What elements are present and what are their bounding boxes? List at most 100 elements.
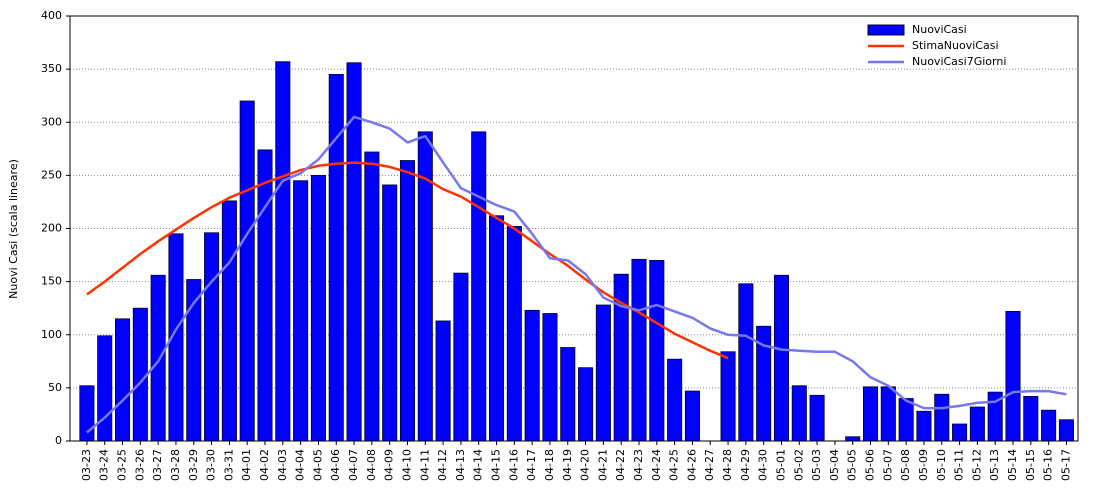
x-tick-label: 04-11 [418,449,431,481]
y-tick-label: 250 [41,168,62,181]
bar [328,74,344,442]
x-tick-label: 04-20 [579,449,592,481]
bar [916,410,932,442]
bar [471,131,487,442]
bar [382,184,398,442]
bar [649,259,665,442]
x-tick-label: 05-16 [1042,449,1055,481]
x-tick-label: 04-14 [472,449,485,481]
x-tick-label: 03-26 [133,449,146,481]
x-tick-label: 03-27 [151,449,164,481]
line [86,161,729,360]
bar [595,304,611,442]
bar [1041,409,1057,442]
bar [667,358,683,442]
bar [453,272,469,442]
legend-label: NuoviCasi7Giorni [912,55,1006,68]
bar [506,225,522,442]
plot-frame [69,15,1079,442]
x-tick-label: 04-26 [685,449,698,481]
bar [399,160,416,442]
x-tick-label: 03-31 [222,449,235,481]
y-tick-label: 300 [41,115,62,128]
x-tick-label: 04-27 [703,449,716,481]
bar [845,436,861,442]
x-tick-label: 04-15 [490,449,503,481]
y-tick-label: 100 [41,328,62,341]
x-tick-label: 04-17 [525,449,538,481]
x-tick-label: 03-29 [187,449,200,481]
bar [524,309,540,442]
x-tick-label: 05-11 [953,449,966,481]
legend-label: NuoviCasi [912,23,967,36]
bar [310,174,326,442]
x-tick-label: 04-09 [383,449,396,481]
x-tick-label: 04-28 [721,449,734,481]
legend-swatch [867,24,905,36]
bar [542,313,558,442]
bar [684,390,700,442]
x-tick-label: 05-05 [846,449,859,481]
x-tick-label: 03-25 [116,449,129,481]
x-tick-label: 04-12 [436,449,449,481]
x-tick-label: 03-28 [169,449,182,481]
x-tick-label: 05-03 [810,449,823,481]
x-tick-label: 04-21 [596,449,609,481]
bar [97,335,113,442]
x-tick-label: 05-07 [881,449,894,481]
bar [809,394,825,442]
bar [934,393,950,442]
bar [364,151,380,442]
x-tick-label: 04-10 [400,449,413,481]
bar [738,283,754,442]
x-tick-label: 04-06 [329,449,342,481]
x-tick-label: 03-30 [205,449,218,481]
bar [560,347,576,442]
legend-label: StimaNuoviCasi [912,39,999,52]
bar [862,386,879,442]
x-tick-label: 05-04 [828,449,841,481]
x-tick-label: 04-24 [650,449,663,481]
x-tick-label: 04-13 [454,449,467,481]
bar [275,61,291,442]
bar [221,200,237,442]
bar [435,320,451,442]
x-tick-label: 05-10 [935,449,948,481]
bar [1058,419,1074,442]
y-tick-label: 150 [41,275,62,288]
bar [257,149,273,442]
bar [720,351,736,442]
x-tick-label: 05-17 [1059,449,1072,481]
bar [115,318,131,442]
x-tick-label: 04-29 [739,449,752,481]
bar [79,385,95,442]
bar [952,423,968,442]
x-tick-label: 04-02 [258,449,271,481]
bar [791,385,807,442]
x-tick-label: 04-25 [668,449,681,481]
y-tick-label: 200 [41,222,62,235]
x-tick-label: 03-23 [80,449,93,481]
x-tick-label: 05-13 [988,449,1001,481]
x-tick-label: 04-23 [632,449,645,481]
y-axis-label: Nuovi Casi (scala lineare) [7,159,20,299]
x-tick-label: 05-08 [899,449,912,481]
bar [204,232,220,442]
x-tick-label: 04-05 [311,449,324,481]
x-tick-label: 05-12 [970,449,983,481]
bar [150,274,166,442]
bar [631,258,647,442]
x-tick-label: 04-08 [365,449,378,481]
x-tick-label: 05-14 [1006,449,1019,481]
bar [239,100,255,442]
bar [1005,310,1021,442]
bar [1023,395,1039,442]
x-tick-label: 05-09 [917,449,930,481]
x-tick-label: 03-24 [98,449,111,481]
x-tick-label: 04-30 [757,449,770,481]
x-tick-label: 04-07 [347,449,360,481]
bar [969,406,985,442]
bar [293,180,309,442]
x-tick-label: 04-01 [240,449,253,481]
